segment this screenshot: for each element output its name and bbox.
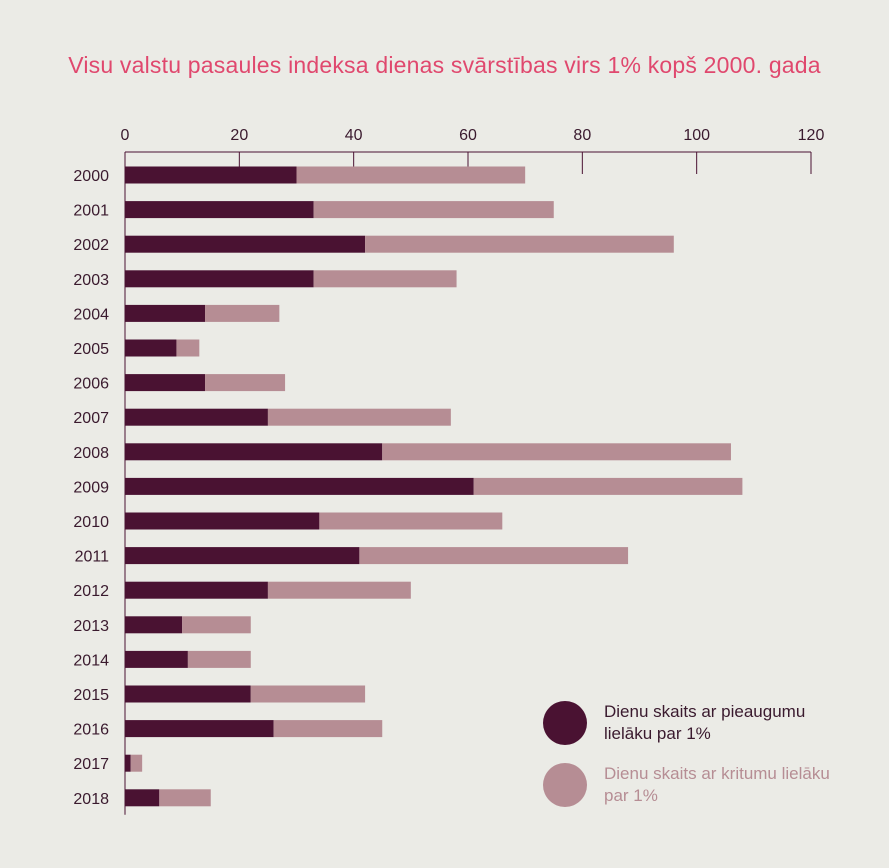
y-tick-label-2000: 2000 [73, 168, 109, 185]
x-tick-label-20: 20 [230, 127, 248, 144]
bar-2012-rise [125, 581, 268, 599]
x-tick-label-40: 40 [345, 127, 363, 144]
bar-2006-fall [205, 374, 286, 392]
y-tick-label-2012: 2012 [73, 583, 109, 600]
bar-2009-fall [473, 477, 743, 495]
y-tick-label-2004: 2004 [73, 306, 109, 323]
bar-2003-rise [125, 270, 314, 288]
bar-2004-fall [205, 304, 280, 322]
x-tick-label-80: 80 [573, 127, 591, 144]
bar-2005-fall [176, 339, 200, 357]
bar-2015-rise [125, 685, 251, 703]
y-tick-label-2005: 2005 [73, 341, 109, 358]
x-tick-label-0: 0 [121, 127, 130, 144]
y-tick-label-2002: 2002 [73, 237, 109, 254]
bar-2008-rise [125, 443, 383, 461]
bar-2016-rise [125, 720, 274, 738]
bar-2009-rise [125, 477, 474, 495]
legend-item-fall: Dienu skaits ar kritumu lielāku par 1% [543, 763, 834, 807]
bar-2014-rise [125, 650, 188, 668]
bar-2015-fall [250, 685, 366, 703]
chart-title: Visu valstu pasaules indeksa dienas svār… [68, 52, 821, 78]
bar-2016-fall [273, 720, 383, 738]
bar-2007-rise [125, 408, 268, 426]
bar-2001-rise [125, 201, 314, 219]
bar-2011-fall [359, 547, 629, 565]
legend-item-rise: Dienu skaits ar pieaugumu lielāku par 1% [543, 701, 834, 745]
legend-label-rise: Dienu skaits ar pieaugumu lielāku par 1% [604, 702, 806, 743]
y-tick-label-2013: 2013 [73, 618, 109, 635]
y-tick-label-2009: 2009 [73, 479, 109, 496]
bar-2008-fall [382, 443, 731, 461]
y-tick-label-2008: 2008 [73, 445, 109, 462]
x-tick-label-100: 100 [683, 127, 710, 144]
bar-2017-fall [130, 754, 143, 772]
bar-2002-rise [125, 235, 366, 253]
bar-2000-rise [125, 166, 297, 184]
y-tick-label-2011: 2011 [75, 549, 110, 566]
legend-swatch-rise [543, 701, 587, 745]
bar-2017-rise [125, 754, 131, 772]
bar-2010-fall [319, 512, 503, 530]
y-tick-label-2007: 2007 [73, 410, 109, 427]
y-tick-label-2016: 2016 [73, 722, 109, 739]
bar-2014-fall [187, 650, 251, 668]
bar-2012-fall [267, 581, 411, 599]
y-tick-label-2006: 2006 [73, 376, 109, 393]
bar-2004-rise [125, 304, 206, 322]
y-tick-label-2018: 2018 [73, 791, 109, 808]
y-tick-label-2003: 2003 [73, 272, 109, 289]
bar-2018-fall [159, 789, 211, 807]
bar-2006-rise [125, 374, 206, 392]
bar-2013-fall [182, 616, 251, 634]
x-tick-label-60: 60 [459, 127, 477, 144]
y-tick-label-2001: 2001 [73, 203, 109, 220]
bar-2000-fall [296, 166, 526, 184]
x-tick-label-120: 120 [798, 127, 825, 144]
bar-2018-rise [125, 789, 160, 807]
legend-label-fall: Dienu skaits ar kritumu lielāku par 1% [604, 764, 830, 805]
bar-2001-fall [313, 201, 554, 219]
y-tick-label-2015: 2015 [73, 687, 109, 704]
y-tick-label-2010: 2010 [73, 514, 109, 531]
bar-2005-rise [125, 339, 177, 357]
bar-2007-fall [267, 408, 451, 426]
bar-2010-rise [125, 512, 320, 530]
bar-2013-rise [125, 616, 183, 634]
bar-2003-fall [313, 270, 457, 288]
y-tick-label-2014: 2014 [73, 652, 109, 669]
legend-swatch-fall [543, 763, 587, 807]
y-tick-label-2017: 2017 [73, 756, 109, 773]
bar-2002-fall [365, 235, 674, 253]
bar-2011-rise [125, 547, 360, 565]
